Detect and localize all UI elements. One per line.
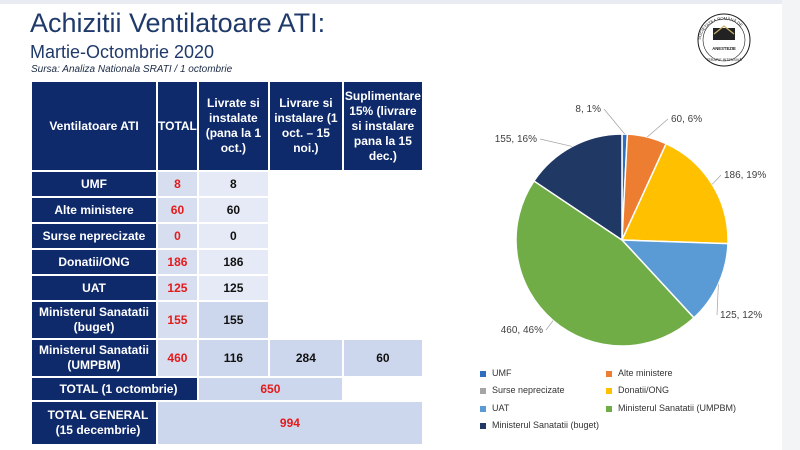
table-row: Surse neprecizate 0 0	[30, 222, 424, 250]
svg-text:TERAPIE INTENSIVĂ: TERAPIE INTENSIVĂ	[706, 58, 742, 62]
total-general-value: 994	[156, 400, 424, 446]
legend-item: Ministerul Sanatatii (UMPBM)	[606, 403, 736, 413]
leader-line	[716, 284, 719, 316]
data-label: 460, 46%	[501, 325, 543, 336]
data-label: 125, 12%	[720, 310, 762, 321]
legend-swatch	[480, 422, 486, 429]
row-delivered: 155	[196, 300, 270, 340]
row-label: Ministerul Sanatatii (buget)	[30, 300, 158, 340]
legend-label: Ministerul Sanatatii (buget)	[492, 420, 600, 430]
leader-line	[711, 174, 722, 185]
leader-line	[646, 118, 669, 138]
legend-swatch	[480, 387, 486, 394]
row-delivered: 125	[196, 274, 270, 302]
row-label: UAT	[30, 274, 158, 302]
row-delivered: 60	[196, 196, 270, 224]
row-label: Alte ministere	[30, 196, 158, 224]
header-total: TOTAL	[156, 80, 199, 172]
row-total: 155	[156, 300, 199, 340]
legend-swatch	[480, 370, 486, 377]
header-extra: Suplimentare 15% (livrare si instalare p…	[341, 80, 424, 172]
frame-top	[0, 0, 800, 4]
frame-right	[782, 0, 800, 450]
total-general-label: TOTAL GENERAL (15 decembrie)	[30, 400, 158, 446]
legend-swatch	[480, 405, 486, 412]
legend-label: Ministerul Sanatatii (UMPBM)	[618, 403, 737, 413]
table-row: Donatii/ONG 186 186	[30, 248, 424, 276]
row-delivery-q4: 284	[267, 338, 344, 378]
legend-swatch	[606, 405, 612, 412]
pie-slice-ministerul-sanatatii-umpbm-	[515, 179, 695, 347]
total-oct-label: TOTAL (1 octombrie)	[30, 376, 199, 402]
total-oct-value: 650	[196, 376, 344, 402]
page-title: Achizitii Ventilatoare ATI:	[30, 8, 326, 38]
row-delivered: 0	[196, 222, 270, 250]
row-delivered: 116	[196, 338, 270, 378]
legend-label: UAT	[492, 403, 510, 413]
legend-label: Surse neprecizate	[492, 385, 565, 395]
row-total: 125	[156, 274, 199, 302]
pie-slice-ministerul-sanatatii-buget-	[532, 133, 623, 242]
table-row: Ministerul Sanatatii (UMPBM) 460 116 284…	[30, 338, 424, 378]
pie-chart: 8, 1% 60, 6% 186, 19% 125, 12% 460, 46% 155, …	[495, 104, 766, 347]
data-label: 8, 1%	[575, 104, 601, 115]
legend-item: UAT	[480, 403, 509, 413]
header-delivery-q4: Livrare si instalare (1 oct. – 15 noi.)	[267, 80, 344, 172]
table-row: Alte ministere 60 60	[30, 196, 424, 224]
row-delivered: 8	[196, 170, 270, 198]
table-row: Ministerul Sanatatii (buget) 155 155	[30, 300, 424, 340]
legend-label: Donatii/ONG	[618, 385, 670, 395]
row-delivered: 186	[196, 248, 270, 276]
srati-logo: SOCIETATEA ROMÂNĂ DE ANESTEZIE TERAPIE I…	[696, 13, 751, 67]
leader-line	[545, 320, 554, 331]
row-label: UMF	[30, 170, 158, 198]
table-row: UAT 125 125	[30, 274, 424, 302]
header-ventilatoare: Ventilatoare ATI	[30, 80, 158, 172]
legend-item: Donatii/ONG	[606, 385, 669, 395]
legend-label: UMF	[492, 368, 512, 378]
row-total: 8	[156, 170, 199, 198]
table-row: UMF 8 8	[30, 170, 424, 198]
legend-item: UMF	[480, 368, 512, 378]
total-oct-row: TOTAL (1 octombrie) 650	[30, 376, 424, 402]
row-label: Ministerul Sanatatii (UMPBM)	[30, 338, 158, 378]
page-subtitle: Martie-Octombrie 2020	[30, 42, 215, 62]
legend-swatch	[606, 387, 612, 394]
row-total: 60	[156, 196, 199, 224]
row-extra: 60	[341, 338, 424, 378]
legend-label: Alte ministere	[618, 368, 673, 378]
pie-slice-uat	[620, 239, 729, 319]
data-label: 186, 19%	[724, 170, 766, 181]
leader-line	[603, 108, 625, 135]
total-general-row: TOTAL GENERAL (15 decembrie) 994	[30, 400, 424, 446]
legend-item: Ministerul Sanatatii (buget)	[480, 420, 599, 430]
row-label: Donatii/ONG	[30, 248, 158, 276]
pie-slice-donatii-ong	[620, 142, 729, 245]
ventilators-table: Ventilatoare ATI TOTAL Livrate si instal…	[30, 80, 424, 446]
row-label: Surse neprecizate	[30, 222, 158, 250]
legend-swatch	[606, 370, 612, 377]
leader-line	[539, 138, 573, 147]
data-label: 60, 6%	[671, 114, 702, 125]
row-total: 186	[156, 248, 199, 276]
svg-text:ANESTEZIE: ANESTEZIE	[712, 46, 736, 51]
source-note: Sursa: Analiza Nationala SRATI / 1 octom…	[31, 64, 233, 75]
legend-item: Alte ministere	[606, 368, 673, 378]
header-delivered: Livrate si instalate (pana la 1 oct.)	[196, 80, 270, 172]
legend-item: Surse neprecizate	[480, 385, 565, 395]
row-total: 460	[156, 338, 199, 378]
row-total: 0	[156, 222, 199, 250]
data-label: 155, 16%	[495, 134, 537, 145]
